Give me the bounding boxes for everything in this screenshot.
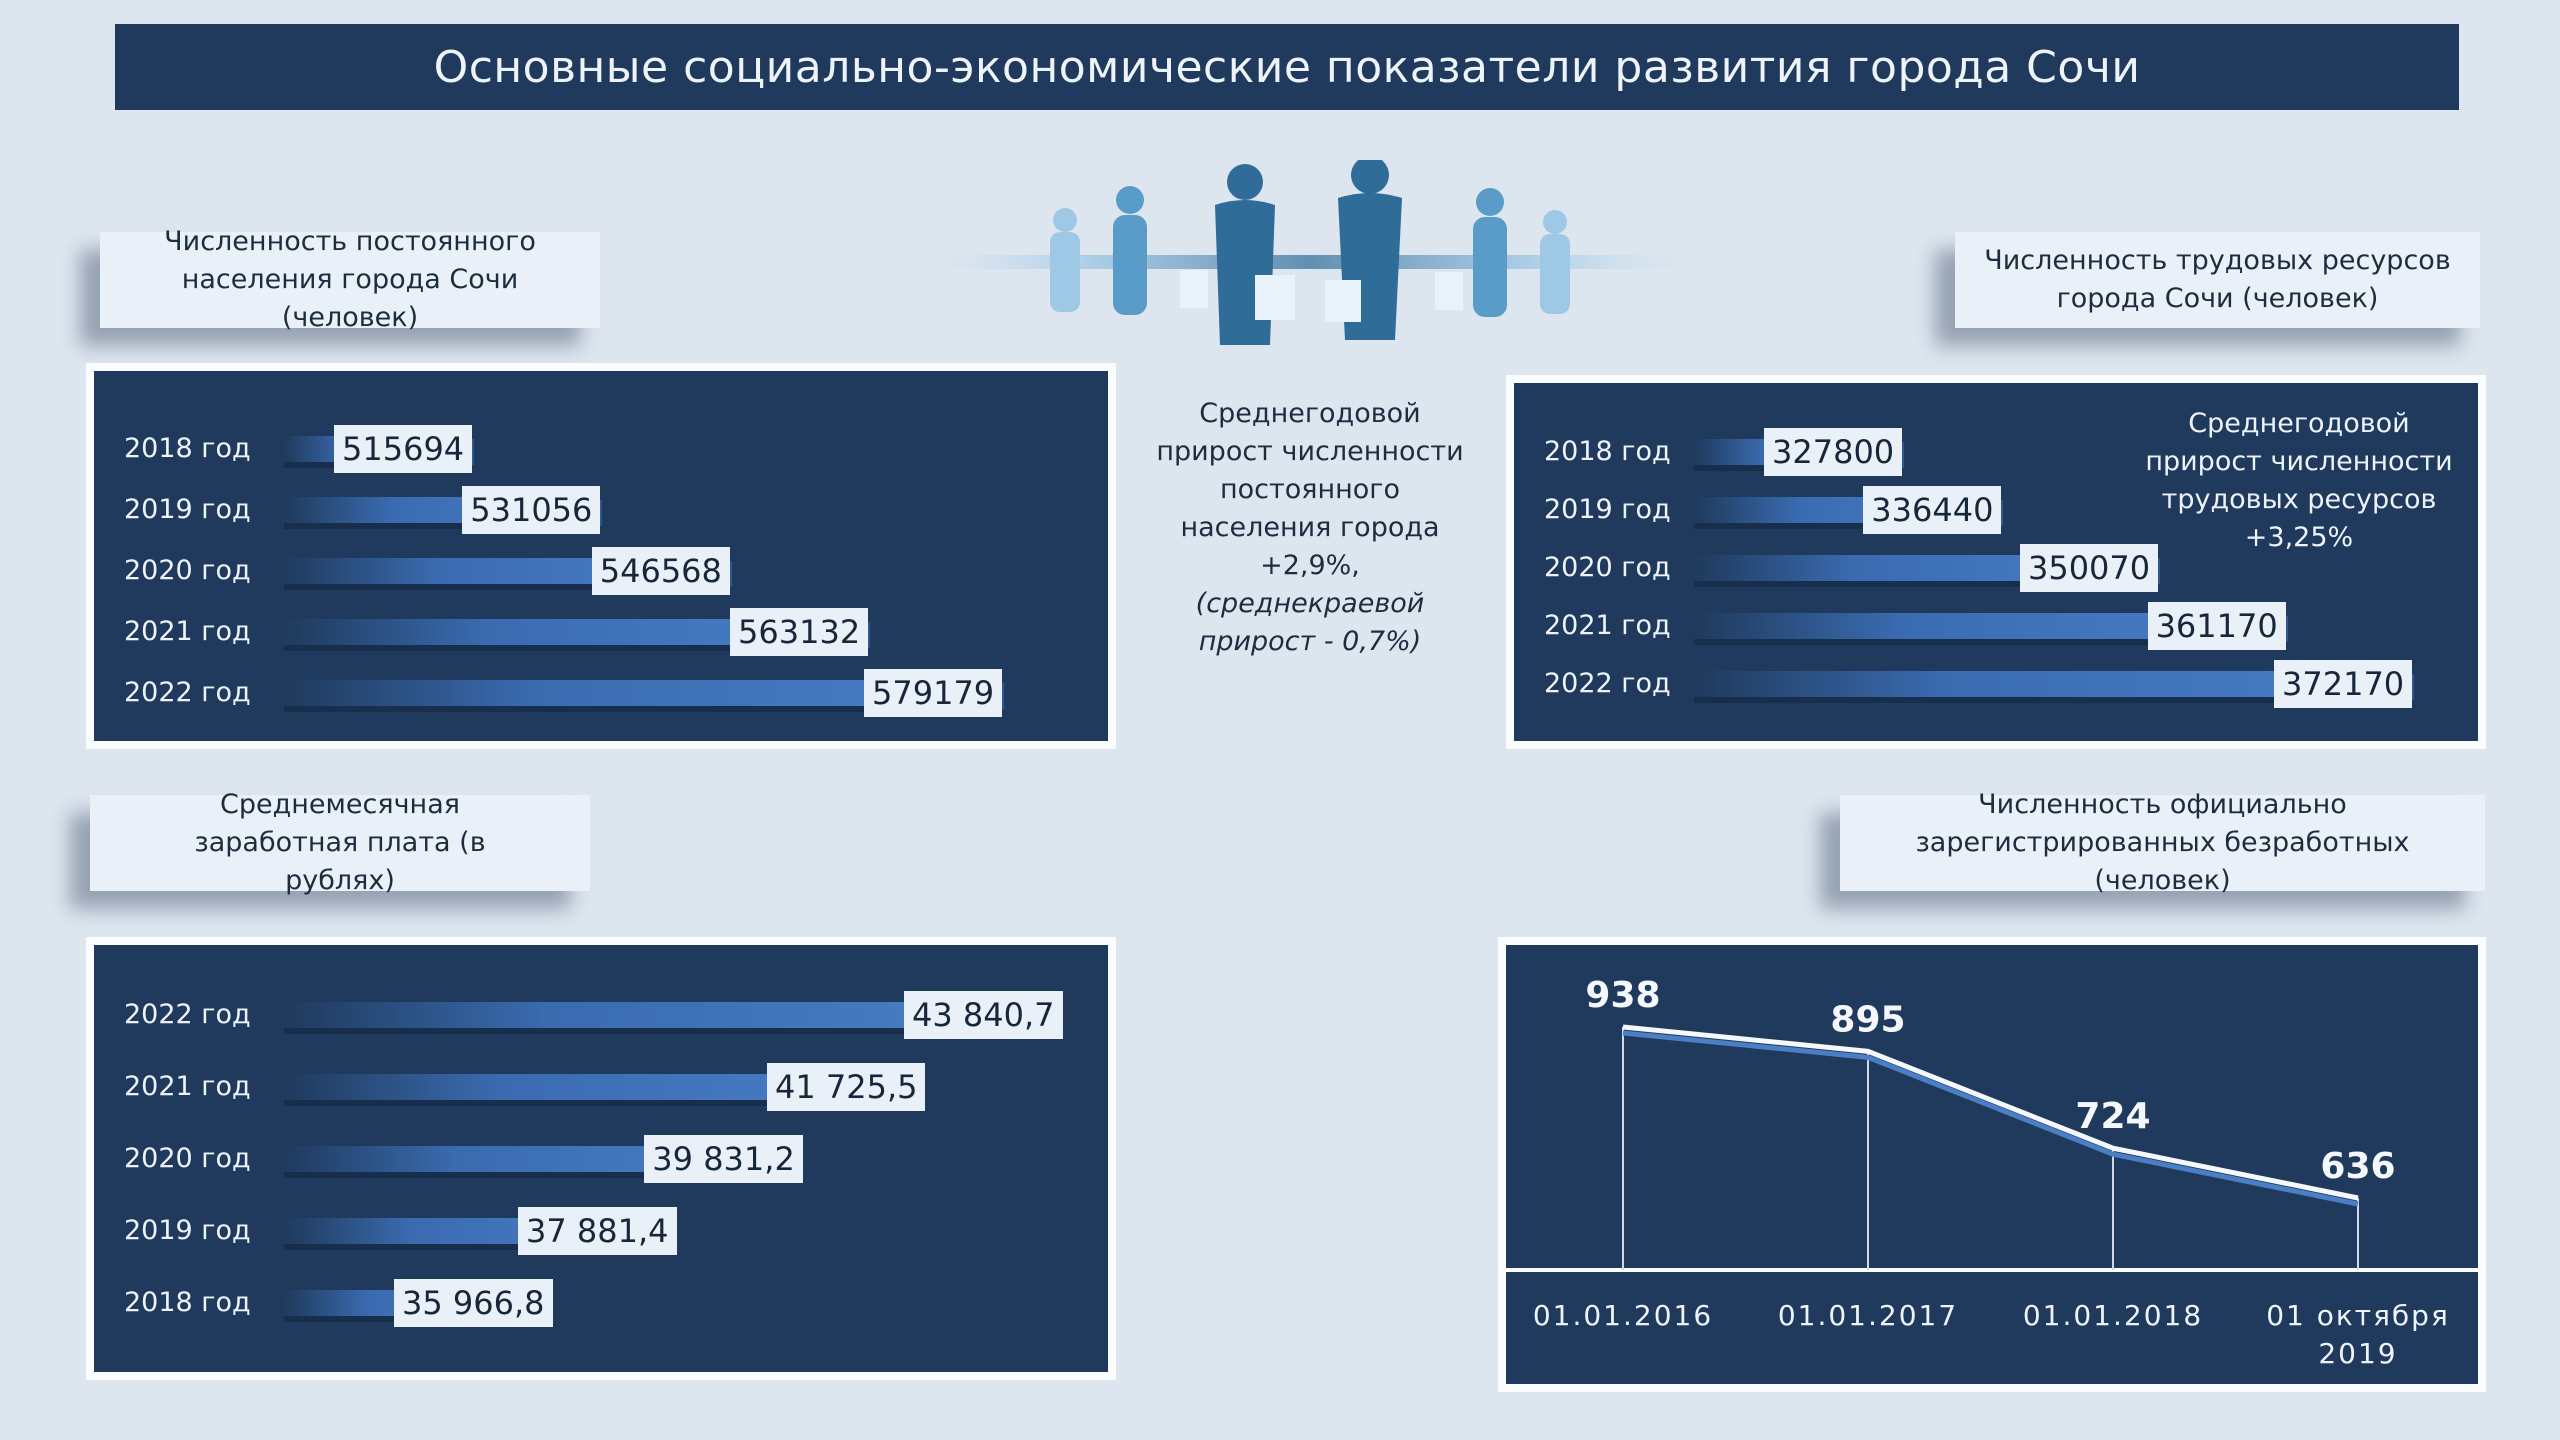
population-growth-italic-1: (среднекраевой xyxy=(1195,588,1425,619)
population-growth-line-1: Среднегодовой xyxy=(1199,398,1421,429)
population-value-label: 563132 xyxy=(730,608,869,656)
salary-year-label: 2018 год xyxy=(124,1287,251,1318)
population-chart-label: Численность постоянного населения города… xyxy=(100,226,600,333)
salary-row: 2020 год 39 831,2 xyxy=(94,1135,1108,1183)
salary-year-label: 2022 год xyxy=(124,999,251,1030)
labor-value-label: 327800 xyxy=(1764,428,1903,476)
population-growth-line-4: населения города xyxy=(1180,512,1440,543)
population-growth-line-2: прирост численности xyxy=(1156,436,1464,467)
population-year-label: 2022 год xyxy=(124,677,251,708)
labor-row: 2021 год 361170 xyxy=(1514,602,2478,650)
population-row: 2019 год 531056 xyxy=(94,486,1108,534)
labor-growth-note: Среднегодовой прирост численности трудов… xyxy=(2134,405,2464,557)
population-growth-note: Среднегодовой прирост численности постоя… xyxy=(1130,395,1490,661)
labor-growth-line-3: трудовых ресурсов xyxy=(2161,484,2437,515)
salary-chart-label: Среднемесячная заработная плата (в рубля… xyxy=(90,789,590,896)
labor-row: 2020 год 350070 xyxy=(1514,544,2478,592)
labor-year-label: 2019 год xyxy=(1544,494,1671,525)
labor-value-label: 361170 xyxy=(2147,602,2286,650)
labor-year-label: 2022 год xyxy=(1544,668,1671,699)
page-title: Основные социально-экономические показат… xyxy=(115,24,2459,110)
population-year-label: 2018 год xyxy=(124,433,251,464)
labor-chart-label-text: Численность трудовых ресурсов города Соч… xyxy=(1984,245,2451,314)
population-year-label: 2019 год xyxy=(124,494,251,525)
labor-row: 2018 год 327800 xyxy=(1514,428,2478,476)
unemployed-chart-label-text: Численность официально зарегистрированны… xyxy=(1915,789,2410,896)
data-label: 724 xyxy=(2075,1096,2150,1137)
x-tick-label: 01.01.2017 xyxy=(1778,1299,1958,1332)
labor-year-label: 2020 год xyxy=(1544,552,1671,583)
labor-value-label: 350070 xyxy=(2019,544,2159,592)
population-growth-line-5: +2,9%, xyxy=(1260,550,1360,581)
population-growth-line-3: постоянного xyxy=(1219,474,1401,505)
salary-row: 2022 год 43 840,7 xyxy=(94,991,1108,1039)
population-value-label: 515694 xyxy=(334,425,473,473)
labor-value-label: 372170 xyxy=(2274,660,2413,708)
salary-chart-label-text: Среднемесячная заработная плата (в рубля… xyxy=(194,789,486,896)
x-tick-label: 01.01.2016 xyxy=(1533,1299,1713,1332)
salary-year-label: 2020 год xyxy=(124,1143,251,1174)
population-value-label: 579179 xyxy=(864,669,1003,717)
labor-row: 2019 год 336440 xyxy=(1514,486,2478,534)
salary-value-label: 37 881,4 xyxy=(518,1207,677,1255)
population-year-label: 2020 год xyxy=(124,555,251,586)
salary-panel: 2022 год 43 840,7 2021 год 41 725,5 2020 год… xyxy=(86,937,1116,1380)
labor-chart-label: Численность трудовых ресурсов города Соч… xyxy=(1955,232,2480,328)
labor-year-label: 2021 год xyxy=(1544,610,1671,641)
unemployed-chart-label: Численность официально зарегистрированны… xyxy=(1840,789,2485,896)
series-line-shadow xyxy=(1622,1030,2359,1207)
labor-year-label: 2018 год xyxy=(1544,436,1671,467)
population-growth-italic-2: прирост - 0,7%) xyxy=(1198,626,1422,657)
salary-value-label: 43 840,7 xyxy=(904,991,1063,1039)
population-year-label: 2021 год xyxy=(124,616,251,647)
population-row: 2021 год 563132 xyxy=(94,608,1108,656)
labor-value-label: 336440 xyxy=(1863,486,2002,534)
salary-value-label: 35 966,8 xyxy=(394,1279,553,1327)
population-row: 2022 год 579179 xyxy=(94,669,1108,717)
salary-year-label: 2021 год xyxy=(124,1071,251,1102)
unemployed-line-chart: 938 01.01.2016 895 01.01.2017 724 01.01.2018 6… xyxy=(1506,975,2478,1370)
people-silhouettes-illustration xyxy=(925,160,1695,345)
salary-value-label: 39 831,2 xyxy=(644,1135,803,1183)
population-chart-label-text: Численность постоянного населения города… xyxy=(164,226,536,333)
data-label: 895 xyxy=(1830,999,1905,1040)
labor-panel: Среднегодовой прирост численности трудов… xyxy=(1506,375,2486,749)
salary-value-label: 41 725,5 xyxy=(766,1063,926,1111)
x-tick-label: 01.01.2018 xyxy=(2023,1299,2203,1332)
data-label: 636 xyxy=(2320,1146,2395,1187)
labor-growth-line-1: Среднегодовой xyxy=(2188,408,2410,439)
unemployed-panel: 938 01.01.2016 895 01.01.2017 724 01.01.2018 6… xyxy=(1498,937,2486,1392)
salary-row: 2021 год 41 725,5 xyxy=(94,1063,1108,1111)
population-row: 2020 год 546568 xyxy=(94,547,1108,595)
salary-row: 2018 год 35 966,8 xyxy=(94,1279,1108,1327)
population-value-label: 546568 xyxy=(591,547,730,595)
population-value-label: 531056 xyxy=(462,486,601,534)
series-line xyxy=(1622,1024,2359,1201)
population-panel: 2018 год 515694 2019 год 531056 2020 год 5465… xyxy=(86,363,1116,749)
x-tick-label: 2019 xyxy=(2318,1337,2397,1370)
x-tick-label: 01 октября xyxy=(2266,1299,2450,1332)
labor-growth-line-2: прирост численности xyxy=(2145,446,2453,477)
population-row: 2018 год 515694 xyxy=(94,425,1108,473)
salary-row: 2019 год 37 881,4 xyxy=(94,1207,1108,1255)
data-label: 938 xyxy=(1585,975,1660,1016)
labor-row: 2022 год 372170 xyxy=(1514,660,2478,708)
labor-growth-line-4: +3,25% xyxy=(2244,522,2354,553)
salary-year-label: 2019 год xyxy=(124,1215,251,1246)
